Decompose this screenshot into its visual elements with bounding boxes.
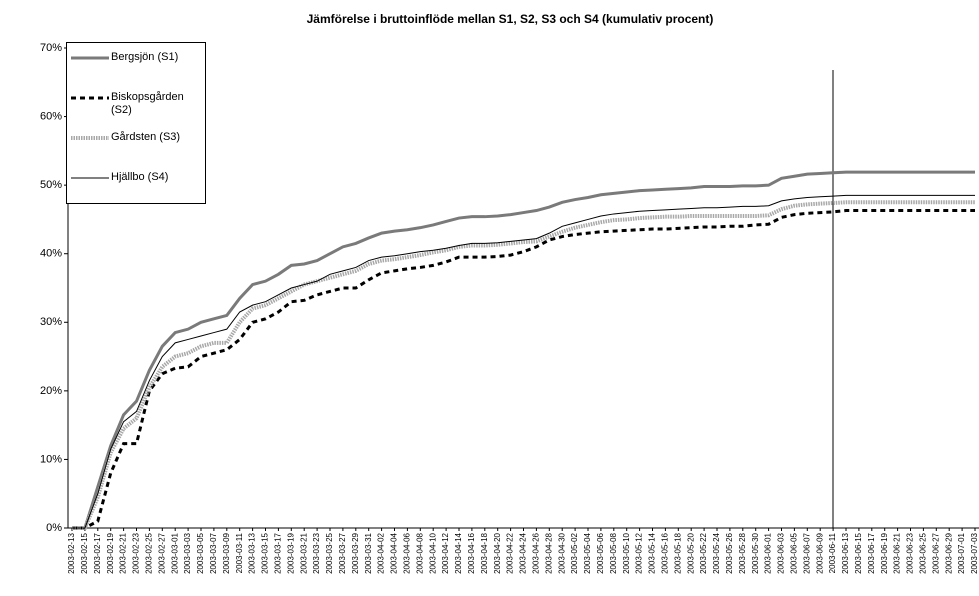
x-tick-label: 2003-06-21: [893, 532, 902, 573]
x-tick-label: 2003-02-19: [106, 532, 115, 573]
x-tick-label: 2003-07-01: [957, 532, 966, 573]
x-tick-label: 2003-02-25: [145, 532, 154, 573]
x-tick-label: 2003-03-13: [248, 532, 257, 573]
x-tick-label: 2003-02-23: [132, 532, 141, 573]
legend-entry: Hjällbo (S4): [67, 163, 205, 203]
legend-label: Gårdsten (S3): [111, 131, 181, 143]
x-tick-label: 2003-07-03: [970, 532, 979, 573]
x-tick-label: 2003-05-20: [686, 532, 695, 573]
x-tick-label: 2003-04-16: [467, 532, 476, 573]
x-tick-label: 2003-03-25: [325, 532, 334, 573]
legend-entry: Bergsjön (S1): [67, 43, 205, 83]
x-tick-label: 2003-03-29: [351, 532, 360, 573]
x-tick-label: 2003-04-04: [390, 532, 399, 573]
x-tick-label: 2003-03-27: [338, 532, 347, 573]
x-tick-label: 2003-04-24: [519, 532, 528, 573]
x-tick-label: 2003-05-16: [661, 532, 670, 573]
y-tick-label: 10%: [40, 453, 62, 465]
x-tick-label: 2003-03-11: [235, 532, 244, 573]
x-tick-label: 2003-03-31: [364, 532, 373, 573]
x-tick-label: 2003-03-15: [261, 532, 270, 573]
legend-swatch: [71, 56, 109, 60]
x-tick-label: 2003-05-28: [738, 532, 747, 573]
series-line: [72, 194, 975, 529]
x-tick-label: 2003-06-15: [854, 532, 863, 573]
x-tick-label: 2003-06-01: [764, 532, 773, 573]
y-tick-label: 70%: [40, 42, 62, 54]
x-tick-label: 2003-02-15: [80, 532, 89, 573]
x-tick-label: 2003-03-07: [209, 532, 218, 573]
x-tick-label: 2003-04-02: [377, 532, 386, 573]
x-tick-label: 2003-05-26: [725, 532, 734, 573]
x-tick-label: 2003-04-18: [480, 532, 489, 573]
x-tick-label: 2003-04-22: [506, 532, 515, 573]
y-tick-label: 0%: [46, 522, 62, 534]
x-tick-label: 2003-06-29: [944, 532, 953, 573]
series-line: [72, 200, 975, 530]
x-tick-label: 2003-06-25: [919, 532, 928, 573]
x-tick-label: 2003-05-06: [596, 532, 605, 573]
x-tick-label: 2003-05-22: [699, 532, 708, 573]
x-tick-label: 2003-06-27: [931, 532, 940, 573]
x-tick-label: 2003-05-04: [583, 532, 592, 573]
x-tick-label: 2003-06-19: [880, 532, 889, 573]
x-tick-label: 2003-03-01: [170, 532, 179, 573]
x-tick-label: 2003-06-13: [841, 532, 850, 573]
x-tick-label: 2003-02-17: [93, 532, 102, 573]
x-tick-label: 2003-04-14: [454, 532, 463, 573]
x-tick-label: 2003-03-03: [183, 532, 192, 573]
x-tick-label: 2003-02-13: [67, 532, 76, 573]
x-tick-label: 2003-03-05: [196, 532, 205, 573]
x-tick-label: 2003-05-18: [673, 532, 682, 573]
legend-entry: Gårdsten (S3): [67, 123, 205, 163]
legend-label: Biskopsgården (S2): [111, 91, 184, 116]
x-tick-label: 2003-06-07: [802, 532, 811, 573]
y-tick-label: 20%: [40, 385, 62, 397]
x-tick-label: 2003-03-21: [299, 532, 308, 573]
x-tick-label: 2003-03-09: [222, 532, 231, 573]
y-tick-label: 50%: [40, 179, 62, 191]
x-tick-label: 2003-05-14: [648, 532, 657, 573]
x-tick-label: 2003-05-10: [622, 532, 631, 573]
chart-title: Jämförelse i bruttoinflöde mellan S1, S2…: [307, 12, 714, 26]
x-tick-label: 2003-06-05: [790, 532, 799, 573]
x-tick-label: 2003-06-09: [815, 532, 824, 573]
x-tick-label: 2003-04-06: [403, 532, 412, 573]
x-tick-label: 2003-02-21: [119, 532, 128, 573]
x-tick-label: 2003-04-08: [415, 532, 424, 573]
x-tick-label: 2003-04-26: [532, 532, 541, 573]
legend-swatch: [71, 177, 109, 179]
y-tick-label: 40%: [40, 248, 62, 260]
y-tick-label: 30%: [40, 316, 62, 328]
x-tick-label: 2003-02-27: [157, 532, 166, 573]
legend-swatch: [71, 136, 109, 140]
legend-label: Bergsjön (S1): [111, 51, 179, 63]
series-line: [72, 209, 975, 530]
x-tick-label: 2003-06-17: [867, 532, 876, 573]
x-tick-label: 2003-04-30: [557, 532, 566, 573]
legend: Bergsjön (S1) Biskopsgården (S2) Gårdsten …: [66, 42, 206, 204]
series-line: [72, 170, 975, 530]
x-tick-label: 2003-04-12: [441, 532, 450, 573]
x-tick-label: 2003-05-30: [751, 532, 760, 573]
x-tick-label: 2003-04-20: [493, 532, 502, 573]
x-tick-label: 2003-03-17: [274, 532, 283, 573]
x-tick-label: 2003-06-11: [828, 532, 837, 573]
x-tick-label: 2003-06-23: [906, 532, 915, 573]
x-tick-label: 2003-03-23: [312, 532, 321, 573]
x-tick-label: 2003-05-12: [635, 532, 644, 573]
y-tick-label: 60%: [40, 110, 62, 122]
x-tick-label: 2003-03-19: [286, 532, 295, 573]
x-tick-label: 2003-04-10: [428, 532, 437, 573]
legend-entry: Biskopsgården (S2): [67, 83, 205, 123]
x-tick-label: 2003-04-28: [544, 532, 553, 573]
x-tick-label: 2003-05-24: [712, 532, 721, 573]
legend-label: Hjällbo (S4): [111, 171, 169, 183]
x-tick-label: 2003-06-03: [777, 532, 786, 573]
x-tick-label: 2003-05-02: [570, 532, 579, 573]
x-tick-label: 2003-05-08: [609, 532, 618, 573]
legend-swatch: [71, 96, 109, 100]
